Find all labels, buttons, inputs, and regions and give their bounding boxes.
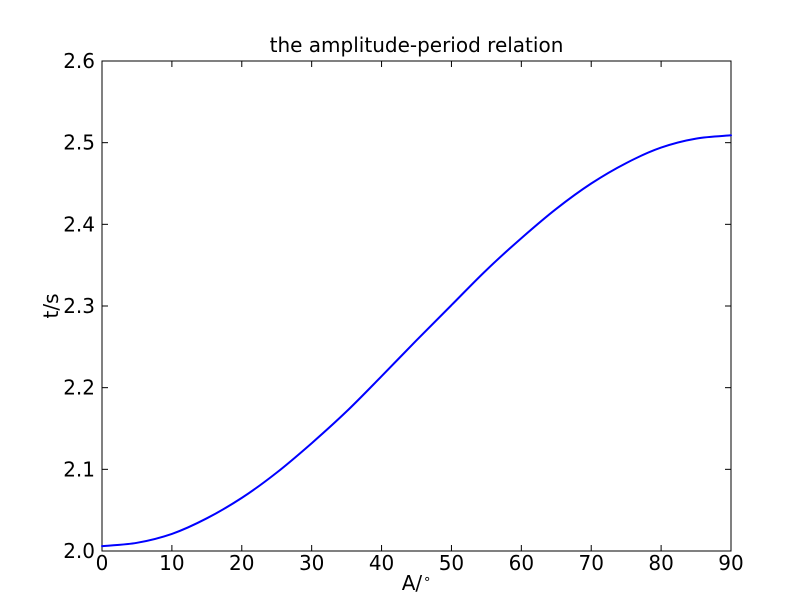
x-tick-label: 50 <box>439 551 464 575</box>
axes-box <box>101 60 732 552</box>
x-tick-label: 70 <box>578 551 603 575</box>
y-tick-label: 2.4 <box>63 212 95 236</box>
x-tick-label: 10 <box>159 551 184 575</box>
x-tick-label: 40 <box>369 551 394 575</box>
period-curve <box>101 134 732 548</box>
degree-symbol: ∘ <box>423 572 432 587</box>
x-tick-label: 80 <box>648 551 673 575</box>
x-tick-label: 0 <box>96 551 109 575</box>
chart-title: the amplitude-period relation <box>269 33 564 57</box>
x-tick-label: 20 <box>229 551 254 575</box>
y-tick-label: 2.3 <box>63 294 95 318</box>
x-tick-label: 60 <box>509 551 534 575</box>
y-tick-label: 2.6 <box>63 49 95 73</box>
y-tick-label: 2.2 <box>63 376 95 400</box>
x-axis-label-text: A/ <box>401 571 423 595</box>
x-tick-label: 30 <box>299 551 324 575</box>
x-axis-label: A/∘ <box>102 571 731 599</box>
y-tick-label: 2.1 <box>63 457 95 481</box>
x-tick-label: 90 <box>718 551 743 575</box>
y-tick-label: 2.0 <box>63 539 95 563</box>
y-tick-label: 2.5 <box>63 131 95 155</box>
